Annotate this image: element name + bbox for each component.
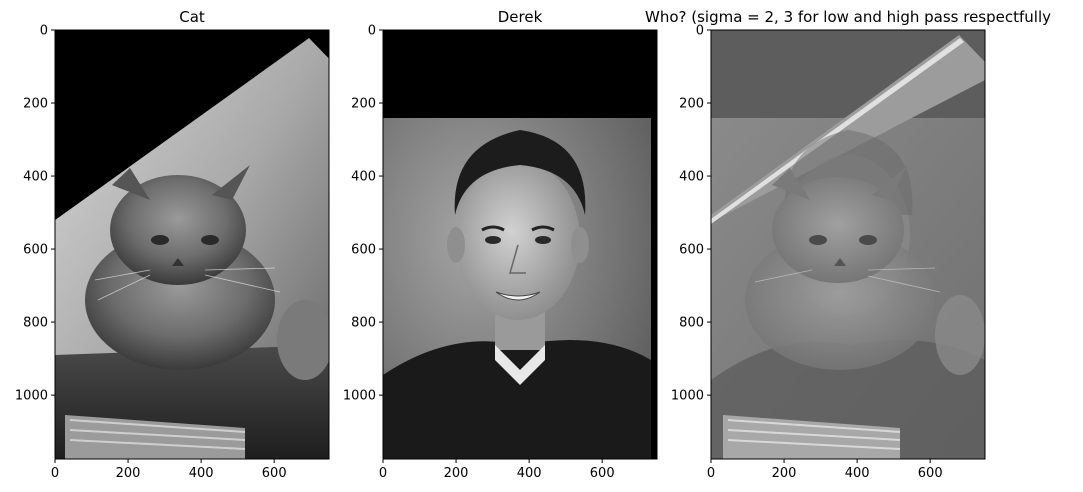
cat-image (55, 30, 329, 459)
x-tick-label: 400 (517, 466, 542, 481)
panel-title-derek: Derek (498, 8, 543, 26)
hybrid-image (711, 30, 985, 459)
y-tick-label: 400 (679, 170, 704, 185)
x-tick-label: 600 (918, 466, 943, 481)
panel-title-hybrid: Who? (sigma = 2, 3 for low and high pass… (645, 8, 1051, 26)
x-tick-label: 200 (116, 466, 141, 481)
derek-image (383, 30, 657, 459)
x-tick-label: 0 (379, 466, 387, 481)
panel-cat: Cat 0 200 400 600 0 200 400 600 800 1000 (15, 8, 330, 481)
panel-title-cat: Cat (179, 8, 205, 26)
y-tick-label: 400 (351, 170, 376, 185)
y-tick-label: 200 (23, 97, 48, 112)
y-tick-label: 600 (23, 243, 48, 258)
y-tick-label: 1000 (15, 389, 48, 404)
y-tick-label: 1000 (343, 389, 376, 404)
x-tick-label: 200 (772, 466, 797, 481)
x-tick-label: 400 (189, 466, 214, 481)
y-tick-label: 600 (351, 243, 376, 258)
x-tick-label: 200 (444, 466, 469, 481)
y-tick-label: 800 (351, 316, 376, 331)
x-tick-label: 0 (51, 466, 59, 481)
y-tick-label: 0 (368, 24, 376, 39)
y-tick-label: 200 (351, 97, 376, 112)
panel-hybrid: Who? (sigma = 2, 3 for low and high pass… (645, 8, 1051, 481)
y-tick-label: 400 (23, 170, 48, 185)
y-tick-label: 0 (696, 24, 704, 39)
x-tick-label: 0 (707, 466, 715, 481)
panel-derek: Derek 0 200 400 600 0 200 400 600 800 1000 (343, 8, 658, 481)
y-tick-label: 600 (679, 243, 704, 258)
y-tick-label: 800 (23, 316, 48, 331)
y-tick-label: 800 (679, 316, 704, 331)
x-tick-label: 600 (590, 466, 615, 481)
y-tick-label: 200 (679, 97, 704, 112)
y-tick-label: 0 (40, 24, 48, 39)
y-tick-label: 1000 (671, 389, 704, 404)
x-tick-label: 400 (845, 466, 870, 481)
x-tick-label: 600 (262, 466, 287, 481)
